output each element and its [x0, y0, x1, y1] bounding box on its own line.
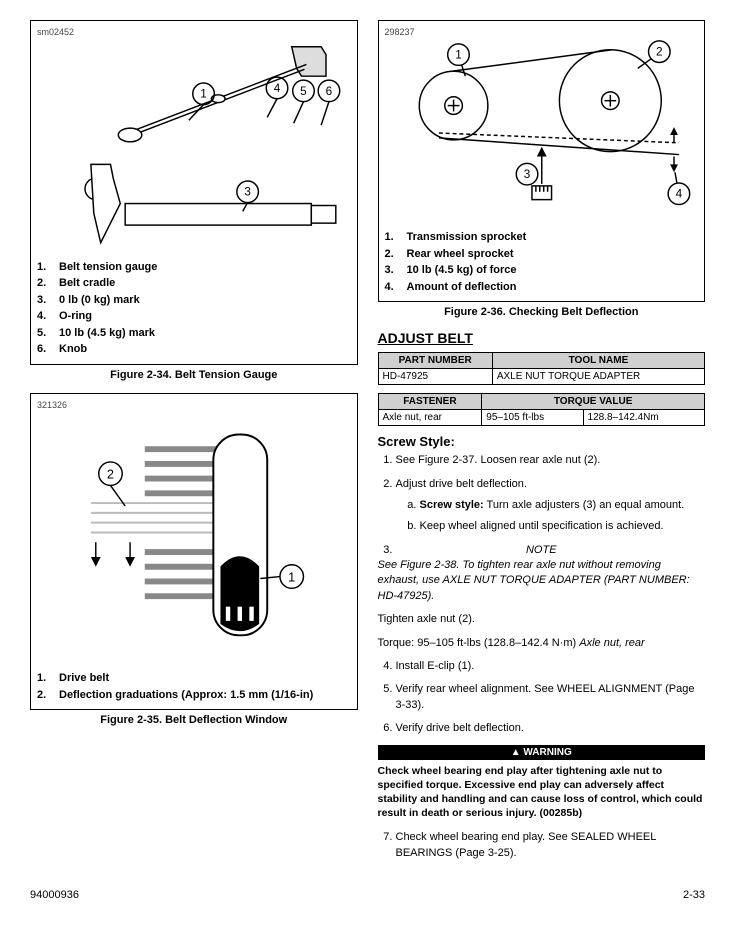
- th-tool-name: TOOL NAME: [492, 353, 704, 369]
- figure-caption: Figure 2-35. Belt Deflection Window: [30, 714, 358, 726]
- procedure-list-cont: Check wheel bearing end play. See SEALED…: [378, 830, 706, 861]
- figure-caption: Figure 2-34. Belt Tension Gauge: [30, 369, 358, 381]
- td: AXLE NUT TORQUE ADAPTER: [492, 369, 704, 385]
- warning-text: Check wheel bearing end play after tight…: [378, 764, 706, 821]
- note-body: See Figure 2-38. To tighten rear axle nu…: [378, 558, 706, 604]
- figure-caption: Figure 2-36. Checking Belt Deflection: [378, 306, 706, 318]
- td: Axle nut, rear: [378, 410, 482, 426]
- td: 95–105 ft-lbs: [482, 410, 583, 426]
- torque-table: FASTENERTORQUE VALUE Axle nut, rear95–10…: [378, 393, 706, 426]
- step-2: Adjust drive belt deflection. Screw styl…: [396, 477, 706, 535]
- svg-text:5: 5: [300, 85, 307, 98]
- page-footer: 94000936 2-33: [30, 889, 705, 901]
- tool-table: PART NUMBERTOOL NAME HD-47925AXLE NUT TO…: [378, 352, 706, 385]
- step-2a: Screw style: Turn axle adjusters (3) an …: [420, 498, 706, 513]
- procedure-list: See Figure 2-37. Loosen rear axle nut (2…: [378, 453, 706, 736]
- adjust-belt-heading: ADJUST BELT: [378, 330, 706, 346]
- legend: 1.Drive belt 2.Deflection graduations (A…: [37, 670, 351, 703]
- torque-line: Torque: 95–105 ft-lbs (128.8–142.4 N·m) …: [378, 636, 706, 651]
- figure-2-35: 321326: [30, 393, 358, 711]
- warning-banner: ▲ WARNING: [378, 745, 706, 760]
- page-columns: sm02452 1 4 5 6: [30, 20, 705, 869]
- legend: 1.Belt tension gauge 2.Belt cradle 3.0 l…: [37, 259, 351, 358]
- right-column: 298237: [378, 20, 706, 869]
- svg-text:3: 3: [244, 186, 251, 199]
- step-3: NOTE See Figure 2-38. To tighten rear ax…: [396, 543, 706, 651]
- footer-left: 94000936: [30, 889, 79, 901]
- step-4: Install E-clip (1).: [396, 659, 706, 674]
- step-5: Verify rear wheel alignment. See WHEEL A…: [396, 682, 706, 713]
- legend: 1.Transmission sprocket 2.Rear wheel spr…: [385, 229, 699, 295]
- screw-style-heading: Screw Style:: [378, 434, 706, 449]
- svg-text:1: 1: [455, 49, 462, 62]
- left-column: sm02452 1 4 5 6: [30, 20, 358, 869]
- td: 128.8–142.4Nm: [583, 410, 704, 426]
- figure-2-34: sm02452 1 4 5 6: [30, 20, 358, 365]
- svg-text:2: 2: [656, 46, 663, 59]
- step-6: Verify drive belt deflection.: [396, 721, 706, 736]
- footer-right: 2-33: [683, 889, 705, 901]
- svg-text:1: 1: [200, 88, 207, 101]
- step-1: See Figure 2-37. Loosen rear axle nut (2…: [396, 453, 706, 468]
- step-2b: Keep wheel aligned until specification i…: [420, 519, 706, 534]
- checking-belt-deflection-diagram: 1 2 3 4: [385, 37, 699, 223]
- note-label: NOTE: [378, 543, 706, 558]
- figure-id: sm02452: [37, 27, 351, 37]
- svg-text:3: 3: [523, 168, 530, 181]
- td: HD-47925: [378, 369, 492, 385]
- belt-deflection-window-diagram: 2 1: [37, 410, 351, 665]
- figure-id: 321326: [37, 400, 351, 410]
- svg-text:6: 6: [326, 85, 333, 98]
- figure-2-36: 298237: [378, 20, 706, 302]
- figure-id: 298237: [385, 27, 699, 37]
- svg-text:2: 2: [107, 466, 114, 481]
- tighten-line: Tighten axle nut (2).: [378, 612, 706, 627]
- belt-tension-gauge-diagram: 1 4 5 6 2 3: [37, 37, 351, 253]
- th-fastener: FASTENER: [378, 394, 482, 410]
- th-part-number: PART NUMBER: [378, 353, 492, 369]
- svg-text:1: 1: [288, 569, 295, 584]
- svg-text:4: 4: [274, 82, 281, 95]
- th-torque-value: TORQUE VALUE: [482, 394, 705, 410]
- step-7: Check wheel bearing end play. See SEALED…: [396, 830, 706, 861]
- svg-text:4: 4: [675, 188, 682, 201]
